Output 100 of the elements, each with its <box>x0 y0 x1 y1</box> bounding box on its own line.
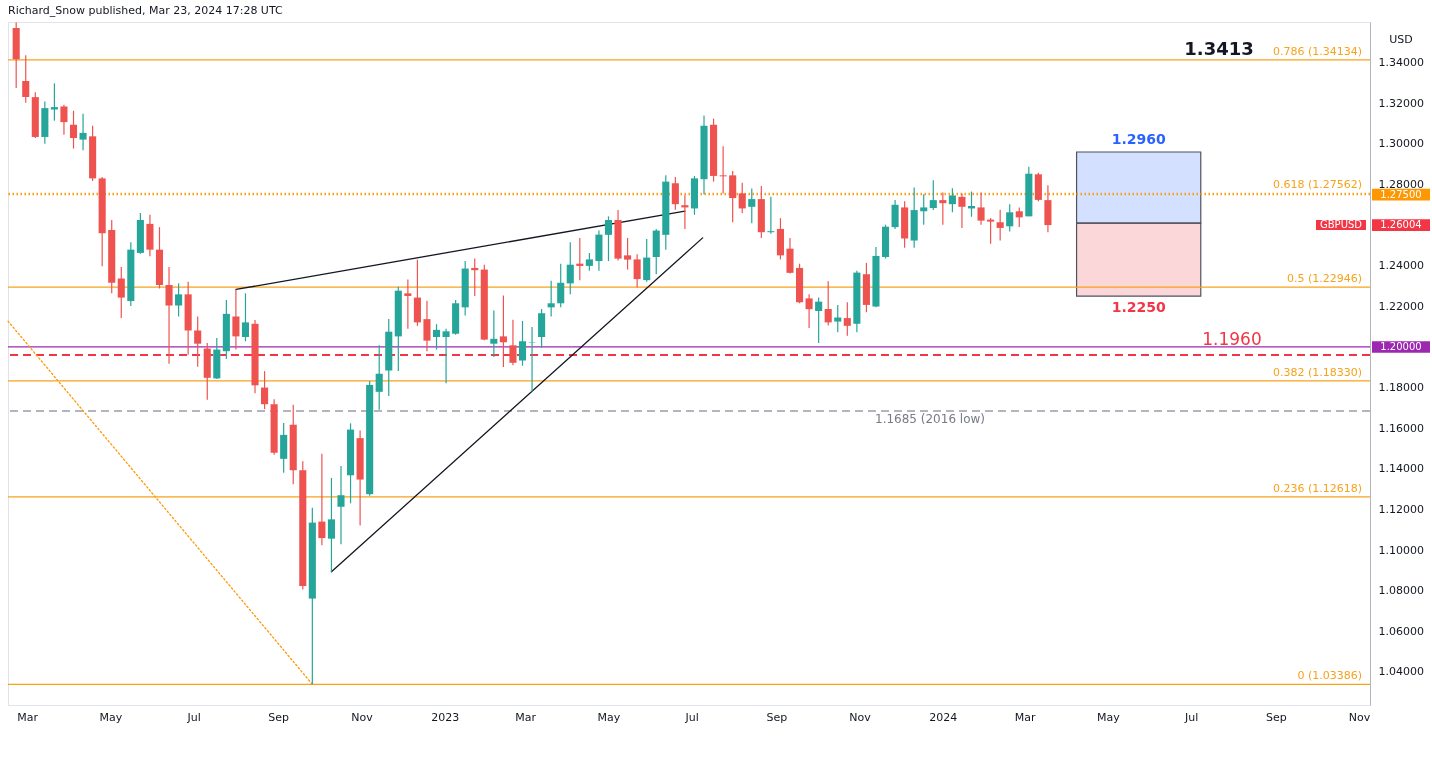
band-label: 1.2960 <box>1111 130 1166 147</box>
candlestick <box>499 294 507 368</box>
ref-line-label: 0.236 (1.12618) <box>1272 481 1362 495</box>
y-tick-label: 1.18000 <box>1378 381 1424 395</box>
y-tick-label: 1.08000 <box>1378 584 1424 598</box>
candlestick <box>547 280 555 318</box>
candlestick <box>977 191 985 226</box>
x-tick-label: Nov <box>351 710 374 724</box>
x-tick-label: 2024 <box>929 710 958 724</box>
candlestick <box>1006 203 1014 233</box>
x-tick-label: 2023 <box>431 710 460 724</box>
ref-line-label: 1.20000 <box>1380 340 1422 352</box>
candlestick <box>22 54 30 104</box>
y-tick-label: 1.12000 <box>1378 502 1424 516</box>
candlestick <box>337 465 345 545</box>
candlestick <box>232 288 240 351</box>
candlestick <box>987 217 995 245</box>
ref-line-label: 1.27500 <box>1380 188 1422 200</box>
x-tick-label: Sep <box>268 710 290 724</box>
x-tick-label: Mar <box>515 710 537 724</box>
ref-line-label: 0.5 (1.22946) <box>1286 272 1362 286</box>
candlestick <box>423 300 431 352</box>
candlestick <box>633 253 641 289</box>
candlestick <box>958 192 966 229</box>
annotation: 1.3413 <box>1184 37 1254 59</box>
x-tick-label: Sep <box>1265 710 1287 724</box>
x-tick-label: Mar <box>17 710 39 724</box>
y-axis-title: USD <box>1389 33 1413 46</box>
candlestick <box>767 196 775 235</box>
candlestick <box>165 266 173 365</box>
candlestick <box>518 320 527 367</box>
y-tick-label: 1.10000 <box>1378 543 1424 557</box>
ref-line-label: 0.786 (1.34134) <box>1272 44 1362 58</box>
y-tick-label: 1.34000 <box>1378 56 1424 70</box>
candlestick <box>175 282 183 318</box>
candlestick <box>729 170 737 223</box>
x-tick-label: Jul <box>684 710 699 724</box>
y-tick-label: 1.04000 <box>1378 665 1424 679</box>
candlestick <box>566 241 574 295</box>
candlestick <box>834 304 842 333</box>
candlestick <box>624 237 632 271</box>
band-label: 1.2250 <box>1111 299 1166 316</box>
ref-line-label: 0.382 (1.18330) <box>1272 365 1362 379</box>
ref-line-label: 0 (1.03386) <box>1297 669 1362 683</box>
candlestick <box>490 309 498 358</box>
candlestick <box>748 187 756 224</box>
candlestick <box>604 215 613 262</box>
candlestick <box>805 293 813 329</box>
candlestick <box>996 209 1004 242</box>
candlestick <box>528 326 536 393</box>
x-tick-label: May <box>597 710 621 724</box>
y-tick-label: 1.06000 <box>1378 624 1424 638</box>
candlestick <box>738 182 746 214</box>
y-tick-label: 1.22000 <box>1378 299 1424 313</box>
candlestick <box>1015 206 1023 228</box>
candlestick <box>261 370 269 410</box>
candlestick <box>280 422 288 474</box>
candlestick <box>843 301 851 337</box>
y-tick-label: 1.32000 <box>1378 96 1424 110</box>
y-tick-label: 1.16000 <box>1378 421 1424 435</box>
candlestick <box>60 104 68 136</box>
text: 1.26004 <box>1380 219 1422 231</box>
chart-title: Richard_Snow published, Mar 23, 2024 17:28 UTC <box>8 3 283 17</box>
candlestick <box>432 323 441 351</box>
x-tick-label: May <box>1097 710 1121 724</box>
x-tick-label: May <box>99 710 123 724</box>
annotation: GBPUSD <box>1319 219 1363 231</box>
candlestick <box>920 193 928 226</box>
candlestick <box>719 145 727 195</box>
y-tick-label: 1.30000 <box>1378 137 1424 151</box>
candlestick <box>50 82 58 122</box>
candlestick <box>948 187 956 213</box>
x-tick-label: Jul <box>1184 710 1199 724</box>
candlestick <box>442 328 450 384</box>
ref-line-label: 0.618 (1.27562) <box>1272 178 1362 192</box>
x-tick-label: Jul <box>186 710 201 724</box>
ref-line-label: 1.1960 <box>1202 329 1262 350</box>
candlestick <box>79 113 87 151</box>
candlestick <box>891 199 899 230</box>
candlestick <box>327 477 335 573</box>
y-tick-label: 1.24000 <box>1378 259 1424 273</box>
x-tick-label: Mar <box>1014 710 1037 724</box>
y-tick-label: 1.14000 <box>1378 462 1424 476</box>
candlestick <box>69 110 78 150</box>
candlestick <box>509 319 517 366</box>
candlestick <box>538 308 546 349</box>
x-tick-label: Nov <box>849 710 872 724</box>
ref-line-label: 1.1685 (2016 low) <box>874 411 986 426</box>
x-tick-label: Sep <box>766 710 788 724</box>
x-tick-label: Nov <box>1348 710 1371 724</box>
candlestick <box>671 176 679 211</box>
candlestick <box>815 297 823 344</box>
candlestick <box>939 191 947 226</box>
candlestick <box>557 263 565 308</box>
candlestick <box>643 238 651 283</box>
candlestick <box>929 179 937 211</box>
candlestick <box>117 266 125 319</box>
candlestick <box>404 278 412 330</box>
candlestick <box>318 453 326 546</box>
y-tick-label: 1.28000 <box>1378 177 1424 191</box>
